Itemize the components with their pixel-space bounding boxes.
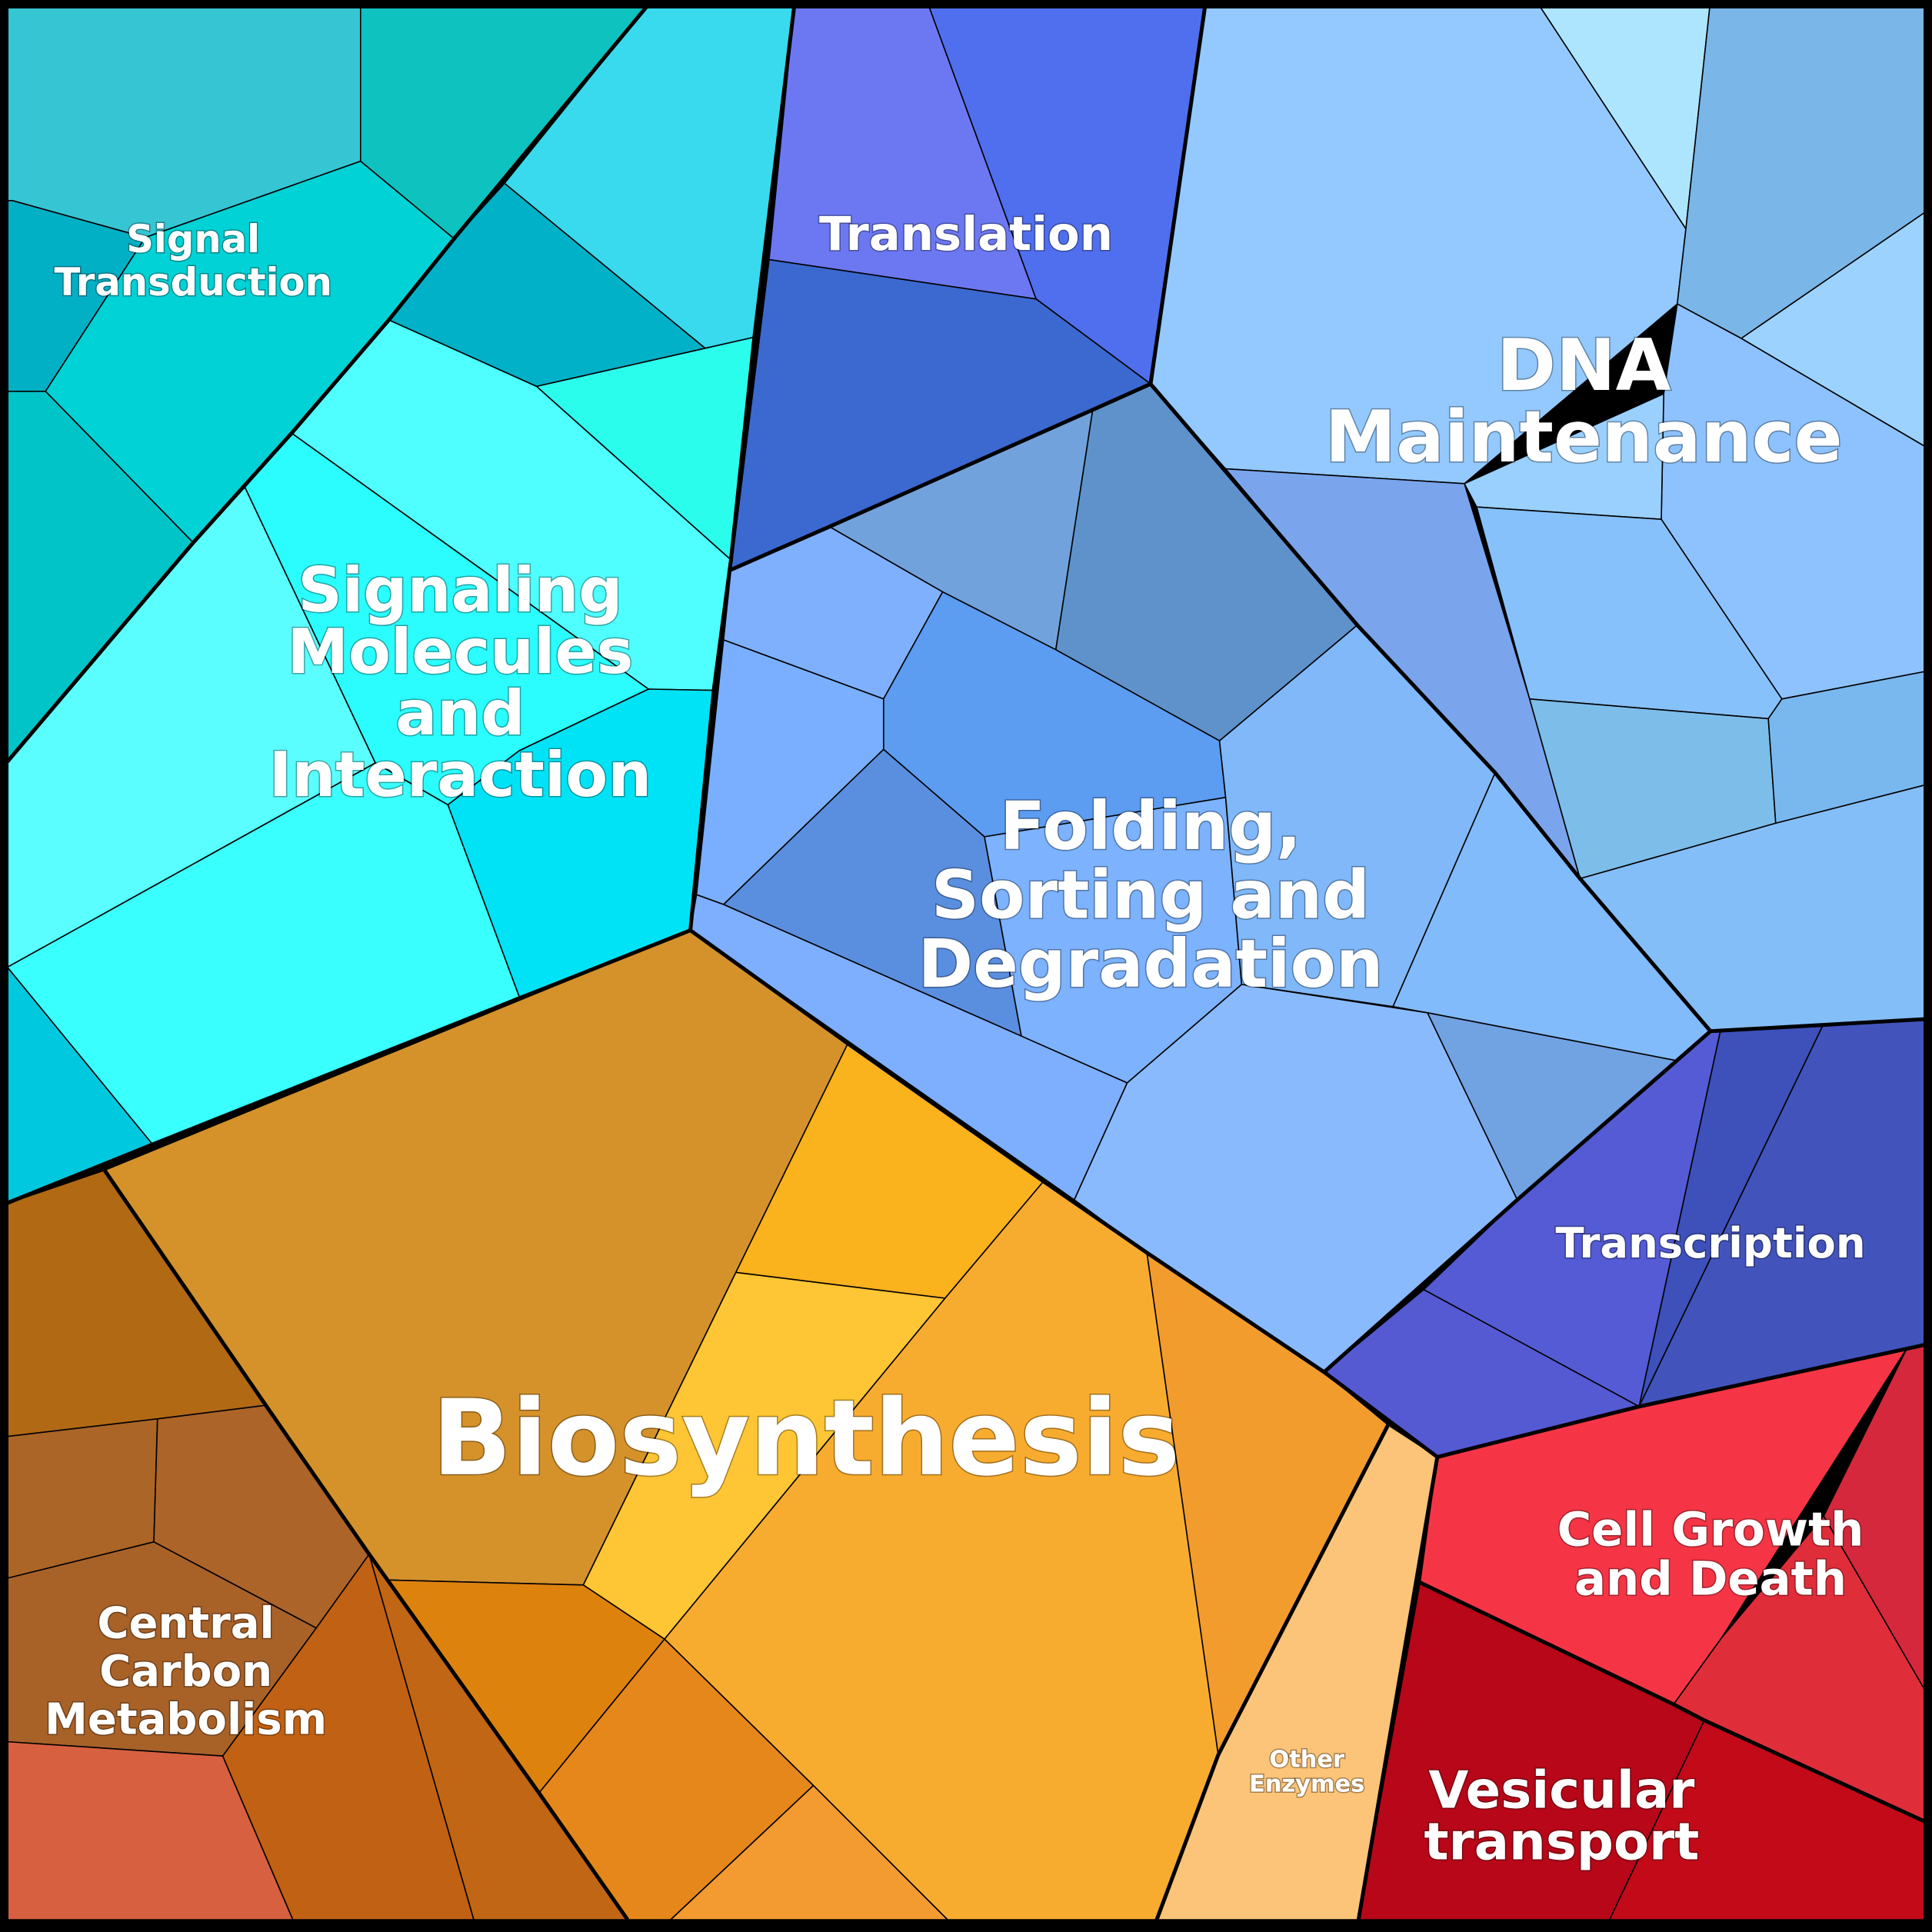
dna-maintenance-label: DNA Maintenance (1325, 324, 1843, 478)
group-border-9 (1356, 1456, 1440, 1920)
group-border-3 (689, 928, 1439, 1459)
biosynthesis-label: Biosynthesis (432, 1378, 1181, 1500)
central-carbon-label-line-2: Carbon (99, 1647, 272, 1697)
translation-label: Translation (819, 208, 1113, 261)
group-border-6 (1322, 1029, 1712, 1374)
group-border-10 (1437, 1341, 1930, 1459)
folding-label-line-1: Folding, (1000, 788, 1301, 865)
group-border-1 (5, 0, 654, 764)
signaling-molecules-label-line-2: Molecules (287, 616, 633, 688)
dna-maintenance-label-line-2: Maintenance (1325, 395, 1843, 478)
folding-label-line-2: Sorting and (931, 858, 1370, 934)
group-border-2 (0, 0, 798, 1208)
signaling-molecules-label-line-4: Interaction (269, 739, 652, 811)
signal-transduction-label: Signal Transduction (54, 217, 331, 305)
central-carbon-label-line-1: Central (97, 1599, 274, 1649)
vesicular-label-line-2: transport (1424, 1812, 1699, 1872)
translation-label-line-1: Translation (819, 208, 1113, 261)
group-border-4 (730, 381, 1152, 572)
other-enzymes-label-line-1: Other (1269, 1747, 1344, 1774)
folding-label: Folding, Sorting and Degradation (918, 788, 1384, 1003)
dna-maintenance-label-line-1: DNA (1497, 324, 1671, 407)
group-border-7 (102, 1169, 630, 1921)
cell-growth-label-line-1: Cell Growth (1557, 1504, 1864, 1557)
vesicular-label-line-1: Vesicular (1428, 1760, 1694, 1820)
biosynthesis-cell-8 (670, 1784, 948, 1920)
transcription-label: Transcription (1555, 1219, 1865, 1267)
signaling-molecules-label-line-1: Signaling (298, 555, 622, 626)
cell-growth-label: Cell Growth and Death (1557, 1504, 1864, 1607)
folding-label-line-3: Degradation (918, 926, 1384, 1003)
signaling-molecules-label-line-3: and (395, 678, 525, 749)
other-enzymes-label-line-2: Enzymes (1249, 1771, 1364, 1798)
central-carbon-label-line-3: Metabolism (45, 1694, 327, 1744)
cell-growth-label-line-2: and Death (1574, 1553, 1847, 1607)
other-enzymes-label: Other Enzymes (1249, 1747, 1364, 1798)
biosynthesis-label-line-1: Biosynthesis (432, 1378, 1181, 1500)
group-border-8 (1154, 1424, 1391, 1920)
transcription-label-line-1: Transcription (1555, 1219, 1865, 1267)
group-border-11 (1419, 1581, 1930, 1826)
signal-transduction-label-line-2: Transduction (54, 260, 331, 305)
central-carbon-label: Central Carbon Metabolism (45, 1599, 327, 1745)
signaling-molecules-label: Signaling Molecules and Interaction (269, 555, 652, 811)
vesicular-label: Vesicular transport (1424, 1760, 1699, 1871)
signal-transduction-label-line-1: Signal (126, 217, 260, 261)
